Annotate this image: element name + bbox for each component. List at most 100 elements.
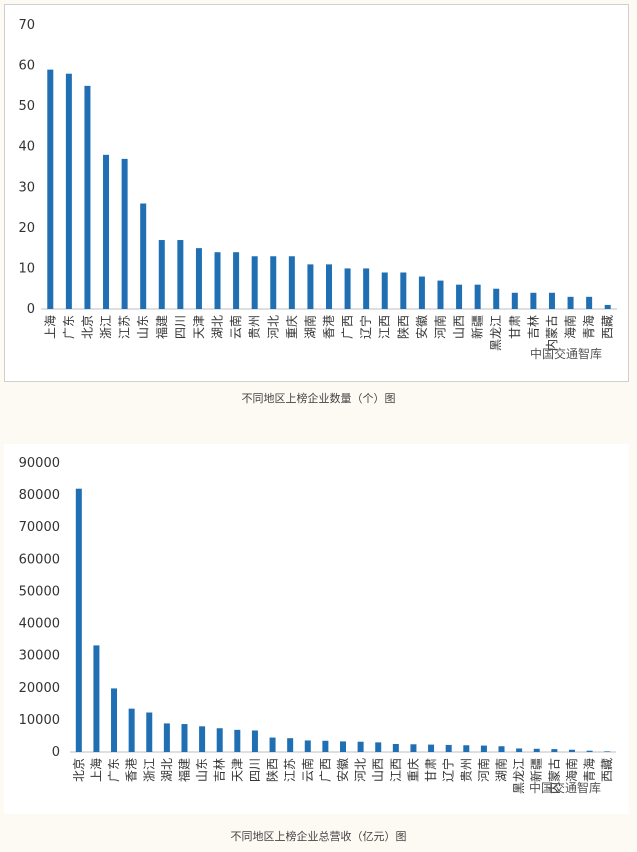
bar xyxy=(586,296,593,309)
bar xyxy=(251,256,258,309)
x-tick-label: 北京 xyxy=(72,758,86,782)
x-tick-label: 湖北 xyxy=(210,315,225,339)
chart-company-count: 010203040506070上海 广东 北京 浙江 江苏 山东 福建 四川 天津 湖北 云南 贵州河… xyxy=(18,18,617,351)
y-tick-label: 20 xyxy=(18,221,35,236)
bar xyxy=(445,744,452,752)
watermark-text: 中国交通智库 xyxy=(530,347,603,361)
bar xyxy=(75,488,82,752)
bar xyxy=(47,69,54,309)
y-tick-label: 0 xyxy=(52,745,60,760)
y-tick-label: 30000 xyxy=(19,649,60,664)
x-tick-label: 青海 xyxy=(581,315,596,339)
bar xyxy=(65,73,72,309)
y-tick-label: 40000 xyxy=(19,617,60,632)
x-tick-label: 安徽 xyxy=(335,758,350,782)
bar xyxy=(307,264,314,309)
bar xyxy=(551,749,558,752)
bar xyxy=(146,712,153,752)
x-tick-label: 江西 xyxy=(378,315,392,339)
x-tick-label: 上海 xyxy=(42,315,57,339)
x-tick-label: 广西 xyxy=(341,315,355,339)
y-tick-label: 60000 xyxy=(19,552,60,567)
x-tick-label: 河南 xyxy=(432,315,447,339)
x-tick-label: 内蒙古 xyxy=(544,315,559,351)
x-tick-label: 云南 xyxy=(228,315,243,339)
chart-caption-company-count: 不同地区上榜企业数量（个）图 xyxy=(241,392,396,405)
x-tick-label: 贵州 xyxy=(248,315,262,339)
bar xyxy=(381,272,388,309)
bar xyxy=(84,85,91,309)
y-tick-label: 40 xyxy=(18,140,35,155)
bar xyxy=(511,292,518,309)
x-tick-label: 天津 xyxy=(230,758,244,782)
x-tick-label: 河北 xyxy=(266,315,280,339)
bar xyxy=(548,292,555,309)
x-tick-label: 重庆 xyxy=(285,315,299,339)
y-tick-label: 60 xyxy=(18,59,35,74)
x-tick-label: 安徽 xyxy=(414,315,429,339)
x-tick-label: 内蒙古 xyxy=(546,758,561,794)
bar xyxy=(410,744,417,752)
x-tick-label: 广东 xyxy=(107,758,121,782)
bar xyxy=(103,154,110,309)
y-tick-label: 70 xyxy=(18,18,35,33)
x-tick-label: 北京 xyxy=(80,315,94,339)
x-tick-label: 福建 xyxy=(154,315,169,339)
y-tick-label: 20000 xyxy=(19,681,60,696)
bar xyxy=(344,268,351,309)
x-tick-label: 甘肃 xyxy=(508,315,522,339)
chart-panel-company-count: 0 10 20 30 40 50 60 70 上海 广东 北京 浙江 江苏 山东 福建 四川 天津 湖北 云南 贵州河… xyxy=(4,4,629,382)
bar xyxy=(463,745,470,752)
watermark-text: 中国交通智库 xyxy=(529,781,602,795)
bar xyxy=(400,272,407,309)
x-tick-label: 海南 xyxy=(563,315,578,339)
bar xyxy=(288,256,295,309)
bar xyxy=(437,280,444,309)
x-tick-label: 黑龙江 xyxy=(489,315,503,351)
x-tick-label: 西藏 xyxy=(600,758,614,782)
bar xyxy=(234,729,241,752)
x-tick-label: 江苏 xyxy=(118,315,132,339)
bar xyxy=(177,240,184,309)
x-tick-label: 天津 xyxy=(192,315,206,339)
x-tick-label: 广东 xyxy=(62,315,76,339)
bar xyxy=(181,724,188,752)
x-tick-label: 西藏 xyxy=(601,315,615,339)
chart-caption-total-revenue: 不同地区上榜企业总营收（亿元）图 xyxy=(230,830,407,843)
x-tick-label: 浙江 xyxy=(142,758,156,782)
bar xyxy=(530,292,537,309)
bar xyxy=(533,748,540,752)
x-tick-label: 湖南 xyxy=(302,315,317,339)
x-tick-label: 河南 xyxy=(476,758,491,782)
x-tick-label: 浙江 xyxy=(99,315,113,339)
x-tick-label: 河北 xyxy=(354,758,368,782)
bar xyxy=(456,284,463,309)
bar xyxy=(304,740,311,752)
bar xyxy=(357,741,364,752)
y-tick-label: 0 xyxy=(27,302,35,317)
bar xyxy=(111,688,118,752)
y-tick-label: 70000 xyxy=(19,520,60,535)
x-tick-label: 江西 xyxy=(389,758,403,782)
bar xyxy=(567,296,574,309)
bar xyxy=(480,745,487,752)
x-tick-label: 上海 xyxy=(88,758,103,782)
bar xyxy=(474,284,481,309)
bar xyxy=(322,740,329,752)
x-tick-label: 香港 xyxy=(322,315,336,339)
x-tick-label: 江苏 xyxy=(283,758,297,782)
x-tick-label: 重庆 xyxy=(406,758,420,782)
x-tick-label: 海南 xyxy=(564,758,579,782)
x-tick-label: 山东 xyxy=(136,315,150,339)
bar xyxy=(498,746,505,752)
bar xyxy=(163,723,170,752)
x-tick-label: 新疆 xyxy=(470,315,485,339)
x-tick-label: 吉林 xyxy=(526,315,540,339)
bar xyxy=(128,708,135,752)
y-tick-label: 50 xyxy=(18,99,35,114)
y-tick-label: 80000 xyxy=(19,488,60,503)
x-tick-label: 四川 xyxy=(248,758,262,782)
chart-total-revenue: 0 10000 20000 30000 40000 50000 60000 70000 8000… xyxy=(19,456,616,794)
bar xyxy=(586,750,593,752)
x-tick-label: 山东 xyxy=(195,758,209,782)
